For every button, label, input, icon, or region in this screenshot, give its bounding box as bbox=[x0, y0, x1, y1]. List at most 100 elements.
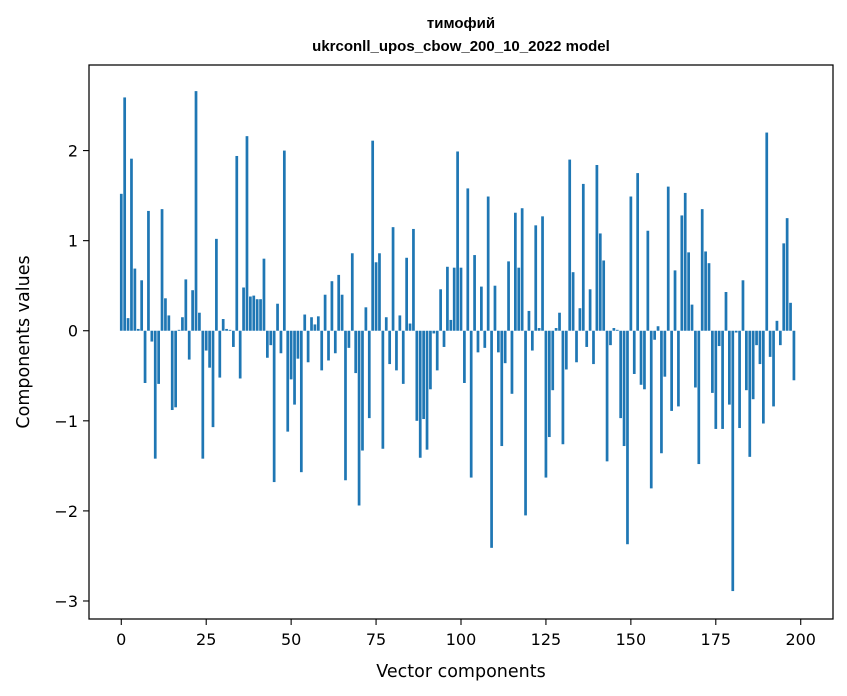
bar bbox=[313, 324, 317, 331]
bar bbox=[418, 330, 422, 458]
bar bbox=[249, 296, 252, 331]
bar bbox=[361, 330, 364, 451]
bar bbox=[724, 292, 728, 331]
bar bbox=[683, 192, 687, 331]
bar bbox=[762, 330, 765, 424]
bar bbox=[126, 318, 130, 331]
bar bbox=[486, 196, 490, 331]
bar bbox=[442, 330, 446, 347]
bar bbox=[262, 258, 266, 331]
bar bbox=[636, 173, 640, 331]
bar bbox=[785, 218, 789, 331]
bar bbox=[276, 303, 279, 331]
y-tick-label: 0 bbox=[68, 322, 78, 341]
bar bbox=[463, 330, 466, 383]
bar bbox=[371, 140, 375, 331]
bar bbox=[279, 330, 283, 354]
bar bbox=[130, 158, 133, 331]
bar bbox=[605, 330, 609, 462]
bar bbox=[330, 281, 334, 331]
bar bbox=[439, 289, 442, 331]
bar bbox=[269, 330, 273, 346]
bar bbox=[789, 302, 792, 331]
bar bbox=[215, 238, 218, 331]
bar bbox=[646, 230, 650, 331]
bar bbox=[514, 212, 517, 331]
x-tick-label: 150 bbox=[616, 630, 647, 649]
bar bbox=[398, 315, 402, 331]
bar bbox=[537, 328, 541, 331]
bar bbox=[354, 330, 358, 374]
bar bbox=[167, 315, 171, 331]
bar bbox=[575, 330, 578, 363]
bar bbox=[296, 330, 300, 359]
bar bbox=[609, 330, 612, 346]
bar bbox=[500, 330, 504, 447]
bar bbox=[585, 330, 589, 347]
bar bbox=[259, 299, 262, 331]
bar bbox=[775, 320, 779, 331]
bar bbox=[381, 330, 385, 449]
bar bbox=[412, 228, 415, 331]
bar bbox=[320, 330, 324, 371]
bar bbox=[323, 294, 327, 331]
bar bbox=[469, 330, 473, 478]
bar bbox=[687, 252, 690, 331]
bar bbox=[741, 280, 745, 331]
bar bbox=[432, 330, 436, 334]
bar bbox=[748, 330, 752, 457]
bar bbox=[333, 330, 337, 354]
bar bbox=[357, 330, 361, 506]
bar bbox=[449, 319, 453, 331]
bar bbox=[493, 285, 497, 331]
bar bbox=[480, 286, 483, 331]
bar bbox=[191, 290, 194, 331]
bar bbox=[507, 261, 510, 331]
bar bbox=[160, 209, 164, 331]
bar bbox=[517, 267, 521, 331]
bar bbox=[751, 330, 755, 400]
bar bbox=[520, 208, 524, 331]
bar bbox=[384, 317, 388, 331]
bar bbox=[228, 329, 232, 331]
bar bbox=[456, 151, 459, 331]
bar bbox=[266, 330, 269, 358]
x-axis-ticks: 0 25 50 75 100 125 150 175 200 bbox=[116, 619, 816, 649]
bar bbox=[666, 186, 670, 331]
bar bbox=[123, 97, 127, 331]
bar bbox=[140, 280, 144, 331]
chart-subtitle: ukrconll_upos_cbow_200_10_2022 model bbox=[312, 38, 610, 55]
bar bbox=[119, 193, 123, 331]
bar bbox=[378, 253, 381, 331]
x-axis-label: Vector components bbox=[376, 662, 545, 682]
bar bbox=[350, 253, 354, 331]
y-tick-label: −1 bbox=[54, 412, 78, 431]
bar bbox=[483, 330, 487, 348]
bar bbox=[497, 330, 500, 353]
bar bbox=[425, 330, 429, 450]
bar bbox=[680, 215, 684, 331]
bar bbox=[184, 279, 188, 331]
bar bbox=[415, 330, 419, 421]
bar bbox=[211, 330, 215, 428]
bar bbox=[530, 330, 534, 351]
bars-group bbox=[119, 91, 796, 592]
bar bbox=[755, 330, 758, 346]
x-tick-label: 100 bbox=[446, 630, 477, 649]
bar bbox=[218, 330, 222, 378]
y-tick-label: 1 bbox=[68, 232, 78, 251]
bar bbox=[347, 330, 351, 348]
bar bbox=[629, 196, 633, 331]
bar bbox=[473, 255, 476, 331]
x-tick-label: 175 bbox=[701, 630, 732, 649]
y-tick-label: −2 bbox=[54, 502, 78, 521]
bar bbox=[778, 330, 782, 346]
bar bbox=[337, 274, 341, 331]
bar bbox=[707, 263, 711, 331]
bar bbox=[388, 330, 392, 365]
bar bbox=[663, 330, 667, 377]
bar bbox=[174, 330, 177, 408]
bar bbox=[622, 330, 626, 447]
bar bbox=[765, 132, 769, 331]
bar bbox=[711, 330, 714, 393]
